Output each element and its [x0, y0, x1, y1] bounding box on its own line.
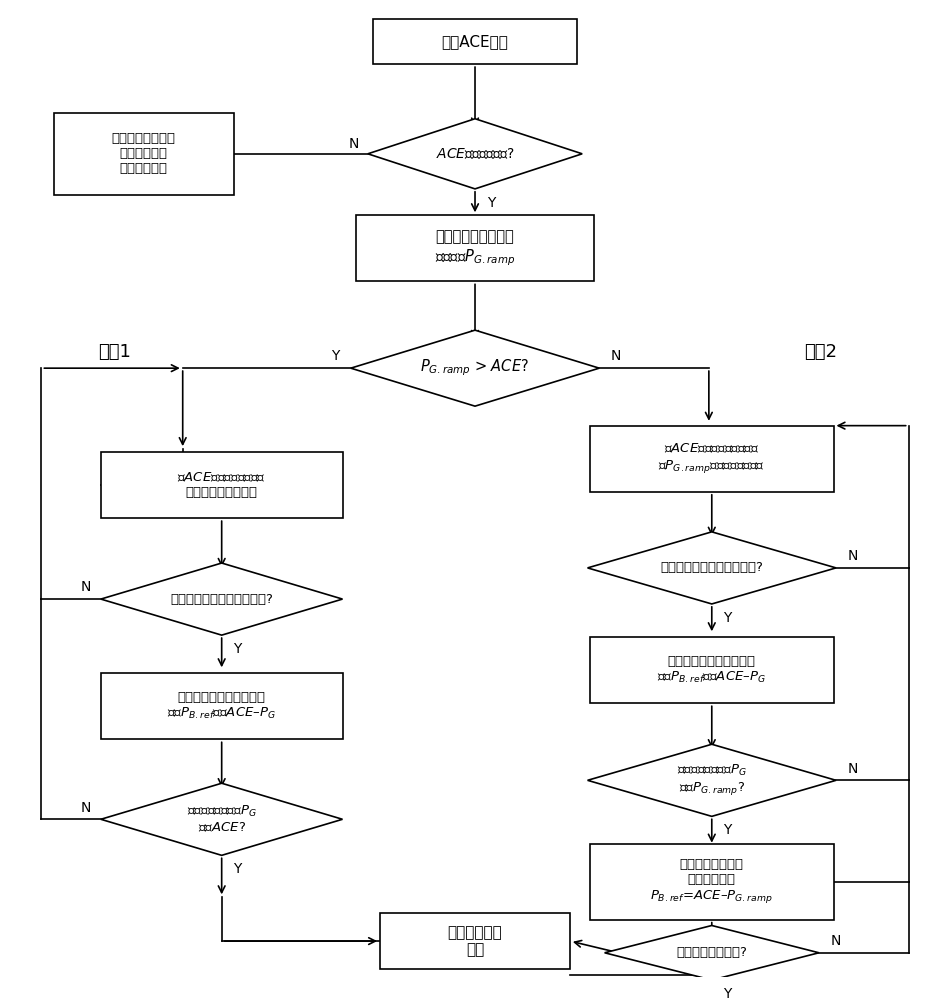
FancyBboxPatch shape — [53, 113, 234, 195]
Text: N: N — [611, 349, 621, 363]
Text: 此时电池储能电源
理论调频指令
$P_{B.ref}$=$ACE$–$P_{G.ramp}$: 此时电池储能电源 理论调频指令 $P_{B.ref}$=$ACE$–$P_{G.… — [650, 858, 773, 905]
Text: Y: Y — [331, 349, 340, 363]
Text: N: N — [81, 580, 91, 594]
Polygon shape — [101, 783, 342, 855]
FancyBboxPatch shape — [590, 426, 834, 492]
Text: 传统调频电源二次调频启动?: 传统调频电源二次调频启动? — [660, 561, 764, 574]
Text: Y: Y — [233, 862, 242, 876]
Polygon shape — [101, 563, 342, 635]
Text: 依据剩余能量状态
判断是否启动
电池储能电源: 依据剩余能量状态 判断是否启动 电池储能电源 — [111, 132, 176, 175]
Text: N: N — [830, 934, 841, 948]
Polygon shape — [588, 744, 836, 816]
Text: Y: Y — [487, 196, 495, 210]
FancyBboxPatch shape — [373, 19, 577, 64]
Text: 完成二次调频过程?: 完成二次调频过程? — [676, 946, 747, 959]
Text: Y: Y — [724, 823, 732, 837]
Text: Y: Y — [233, 642, 242, 656]
Text: 采集ACE信号: 采集ACE信号 — [441, 34, 509, 49]
Text: 电池储能电源的理论调频
指令$P_{B.ref}$取为$ACE$–$P_G$: 电池储能电源的理论调频 指令$P_{B.ref}$取为$ACE$–$P_G$ — [657, 655, 767, 685]
Text: 场景2: 场景2 — [805, 343, 838, 361]
FancyBboxPatch shape — [101, 673, 342, 739]
Polygon shape — [588, 532, 836, 604]
Polygon shape — [368, 119, 582, 189]
FancyBboxPatch shape — [356, 215, 594, 281]
Text: Y: Y — [724, 611, 732, 625]
Polygon shape — [605, 925, 819, 980]
Text: 退出电池储能
电源: 退出电池储能 电源 — [448, 925, 502, 957]
Text: 传统调频电源出力$P_G$
等于$ACE$?: 传统调频电源出力$P_G$ 等于$ACE$? — [186, 804, 257, 835]
Text: N: N — [847, 762, 858, 776]
Text: N: N — [349, 137, 359, 151]
FancyBboxPatch shape — [380, 913, 570, 969]
Text: N: N — [81, 801, 91, 815]
Text: 将$ACE$送给电池储能电源，
将$P_{G.ramp}$送给传统调频电源: 将$ACE$送给电池储能电源， 将$P_{G.ramp}$送给传统调频电源 — [658, 443, 766, 475]
FancyBboxPatch shape — [590, 844, 834, 920]
Text: 场景1: 场景1 — [98, 343, 131, 361]
Text: 传统调频电源出力$P_G$
等于$P_{G.ramp}$?: 传统调频电源出力$P_G$ 等于$P_{G.ramp}$? — [677, 763, 747, 797]
Text: $ACE$越过调节死区?: $ACE$越过调节死区? — [436, 146, 514, 161]
Text: 将$ACE$同时送给传统调频
电源和电池储能电源: 将$ACE$同时送给传统调频 电源和电池储能电源 — [177, 471, 266, 499]
Text: 传统调频电源二次调频启动?: 传统调频电源二次调频启动? — [170, 593, 273, 606]
Text: $P_{G.ramp}$ > $ACE$?: $P_{G.ramp}$ > $ACE$? — [420, 358, 530, 378]
Polygon shape — [351, 330, 599, 406]
Text: 计算传统调频电源的
爬坡速率$P_{G.ramp}$: 计算传统调频电源的 爬坡速率$P_{G.ramp}$ — [435, 229, 515, 268]
Text: 电池储能电源的理论调频
指令$P_{B.ref}$取为$ACE$–$P_G$: 电池储能电源的理论调频 指令$P_{B.ref}$取为$ACE$–$P_G$ — [167, 691, 276, 721]
Text: N: N — [847, 549, 858, 563]
FancyBboxPatch shape — [590, 637, 834, 703]
FancyBboxPatch shape — [101, 452, 342, 518]
Text: Y: Y — [724, 987, 732, 1000]
